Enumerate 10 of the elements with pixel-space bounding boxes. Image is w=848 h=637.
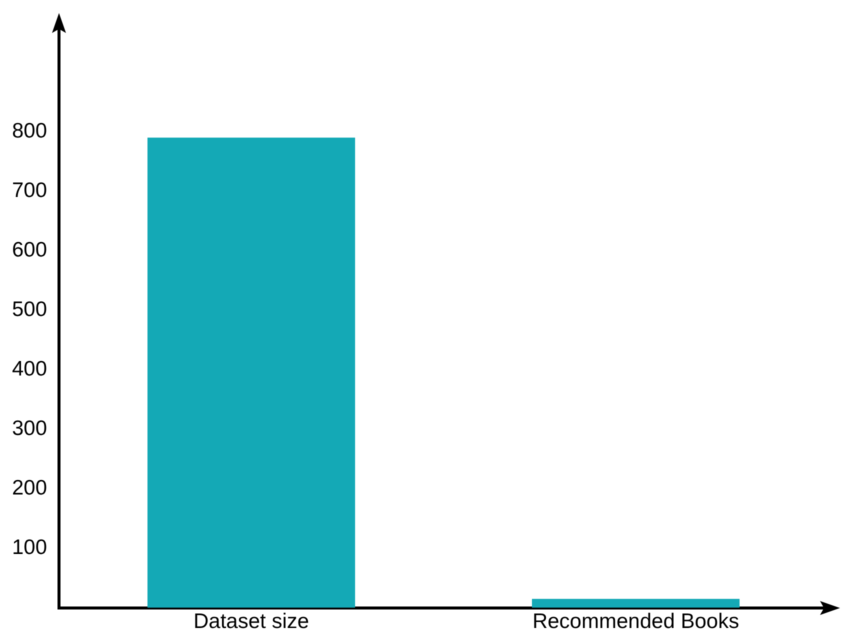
x-tick-label: Dataset size: [193, 610, 310, 634]
y-tick-label: 300: [12, 417, 48, 440]
y-tick-label: 600: [12, 238, 48, 262]
y-tick-label: 700: [12, 179, 48, 202]
y-tick-label: 400: [12, 358, 48, 381]
y-tick-label: 100: [12, 536, 48, 560]
x-tick-label: Recommended Books: [532, 610, 740, 634]
y-tick-label: 200: [12, 476, 48, 500]
y-tick-label: 500: [12, 298, 48, 322]
y-tick-label: 800: [12, 120, 48, 143]
